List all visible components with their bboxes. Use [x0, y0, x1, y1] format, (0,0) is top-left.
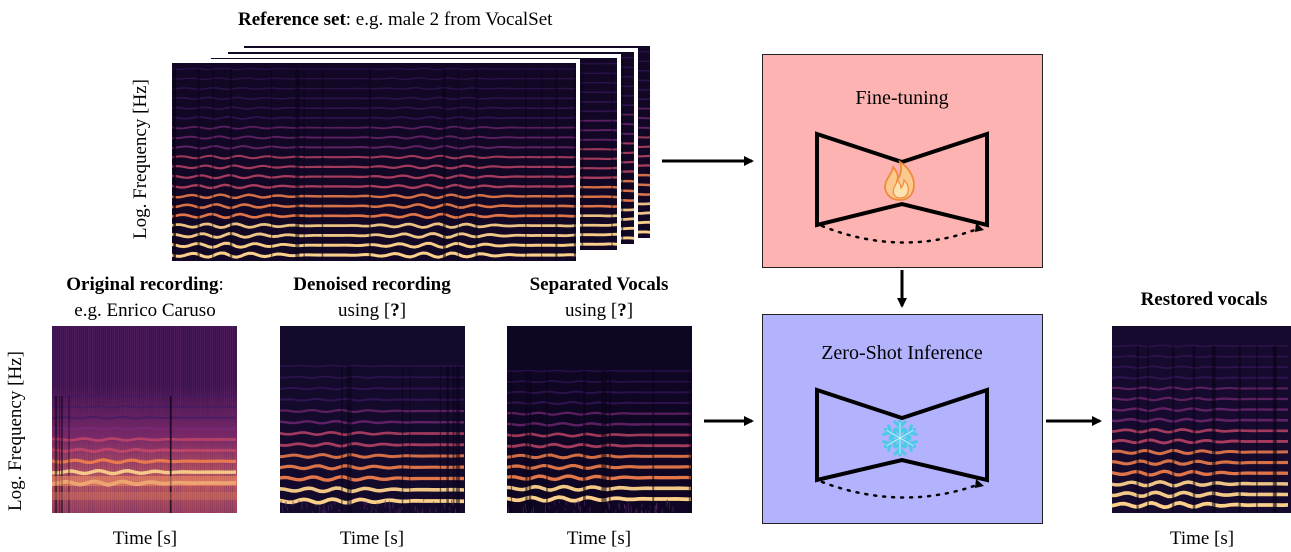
finetune-skip-connection	[820, 224, 982, 244]
zeroshot-skip-connection	[820, 480, 982, 499]
denoised-spectrogram	[280, 326, 465, 513]
finetuning-label: Fine-tuning	[855, 87, 949, 109]
denoised-subtitle: using [?]	[337, 300, 407, 321]
fire-icon	[884, 159, 915, 201]
original-xlabel: Time [s]	[112, 528, 178, 549]
original-spectrogram	[52, 326, 237, 513]
separated-subtitle: using [?]	[564, 300, 634, 321]
zeroshot-model-shape	[815, 387, 989, 483]
finetune-model-shape	[815, 131, 989, 228]
separated-xlabel: Time [s]	[566, 528, 632, 549]
original-subtitle: e.g. Enrico Caruso	[74, 300, 216, 321]
zeroshot-label: Zero-Shot Inference	[821, 342, 983, 364]
reference-title: Reference set: e.g. male 2 from VocalSet	[238, 9, 553, 30]
reference-spectrogram-front	[168, 59, 580, 265]
denoised-title: Denoised recording	[293, 274, 451, 295]
separated-title: Separated Vocals	[529, 274, 669, 295]
original-title: Original recording:	[66, 274, 224, 295]
restored-xlabel: Time [s]	[1169, 528, 1235, 549]
restored-spectrogram	[1112, 326, 1291, 513]
separated-spectrogram	[507, 326, 692, 513]
restored-title: Restored vocals	[1140, 289, 1268, 310]
denoised-xlabel: Time [s]	[339, 528, 405, 549]
